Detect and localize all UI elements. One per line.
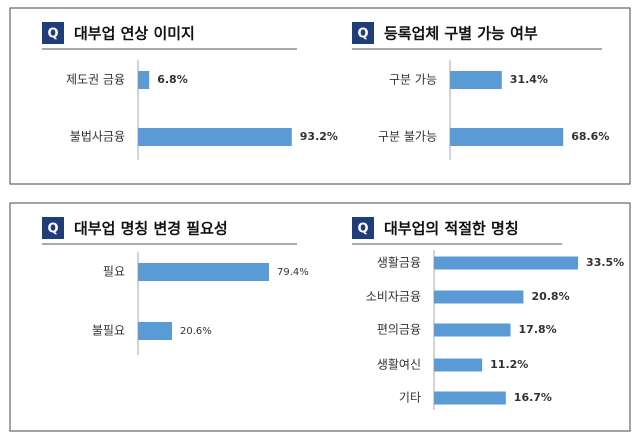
value-label: 16.7% <box>514 391 552 404</box>
bar <box>138 71 150 89</box>
category-label: 기타 <box>399 391 421 405</box>
value-label: 17.8% <box>519 323 557 336</box>
bar <box>450 71 502 89</box>
value-label: 68.6% <box>571 130 609 143</box>
category-label: 구분 가능 <box>389 73 437 87</box>
panel <box>9 202 631 432</box>
title-badge <box>352 217 374 239</box>
value-label: 20.6% <box>180 326 212 337</box>
value-label: 11.2% <box>490 358 528 371</box>
value-label: 6.8% <box>157 73 188 86</box>
bar <box>138 128 292 146</box>
panel <box>9 7 631 185</box>
title-badge <box>42 217 64 239</box>
category-label: 소비자금융 <box>366 290 421 304</box>
chart-title: 대부업 명칭 변경 필요성 <box>74 220 228 238</box>
value-label: 79.4% <box>277 267 309 278</box>
bar <box>138 322 172 340</box>
title-badge <box>42 22 64 44</box>
bar <box>434 256 579 270</box>
chart-title: 등록업체 구별 가능 여부 <box>384 25 538 43</box>
value-label: 20.8% <box>531 290 569 303</box>
category-label: 생활금융 <box>377 256 421 270</box>
category-label: 불필요 <box>92 324 125 338</box>
category-label: 제도권 금융 <box>66 73 125 87</box>
bar <box>434 290 524 304</box>
title-badge-text: Q <box>47 27 58 42</box>
value-label: 31.4% <box>510 73 548 86</box>
category-label: 필요 <box>103 265 125 279</box>
chart-title: 대부업 연상 이미지 <box>74 25 195 43</box>
category-label: 구분 불가능 <box>378 130 437 144</box>
value-label: 33.5% <box>586 256 624 269</box>
title-badge-text: Q <box>47 222 58 237</box>
category-label: 편의금융 <box>377 323 421 337</box>
value-label: 93.2% <box>300 130 338 143</box>
title-badge-text: Q <box>357 222 368 237</box>
bar <box>138 263 270 281</box>
title-badge-text: Q <box>357 27 368 42</box>
bar <box>434 358 483 372</box>
chart-title: 대부업의 적절한 명칭 <box>384 220 519 238</box>
title-badge <box>352 22 374 44</box>
bar <box>434 391 506 405</box>
bar <box>450 128 564 146</box>
bar <box>434 323 511 337</box>
category-label: 불법사금융 <box>70 130 125 144</box>
category-label: 생활여신 <box>377 358 421 372</box>
